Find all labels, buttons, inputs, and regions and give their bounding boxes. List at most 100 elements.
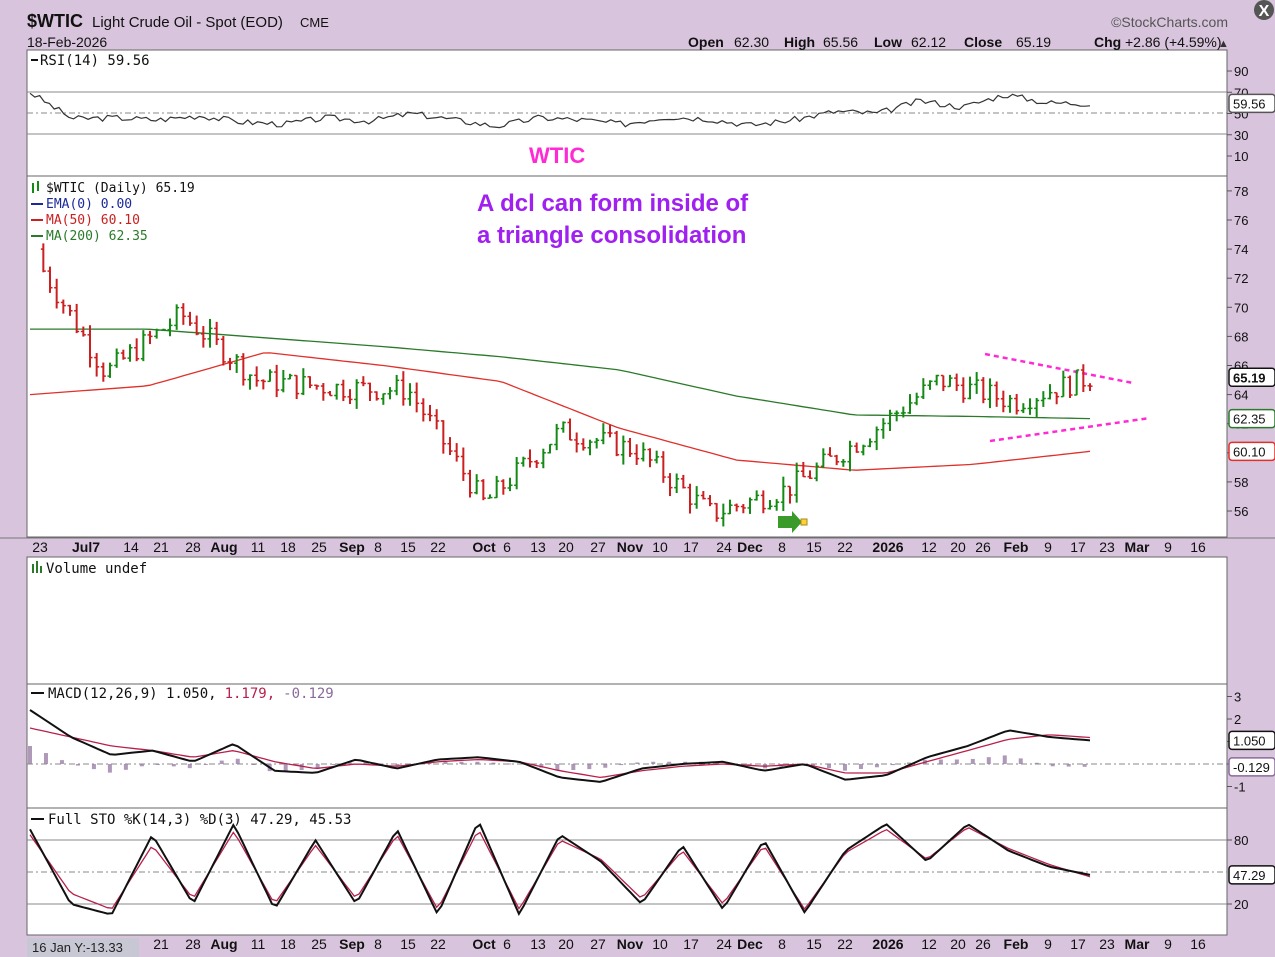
x-tick-label-bottom: 20 (950, 936, 966, 952)
x-tick-label: 17 (683, 539, 699, 555)
x-tick-label-bottom: 16 (1190, 936, 1206, 952)
macd-histogram-bar (91, 764, 96, 770)
macd-legend-a: MACD(12,26,9) 1.050, (48, 686, 217, 702)
macd-hist-tag: -0.129 (1233, 760, 1270, 775)
macd-histogram-bar (283, 764, 288, 772)
price-tick-label: 72 (1234, 271, 1248, 286)
x-tick-label: 25 (311, 539, 327, 555)
macd-histogram-bar (443, 761, 448, 764)
x-tick-label: Nov (617, 539, 644, 555)
x-tick-label: 23 (32, 539, 48, 555)
macd-hist-tag-box (1228, 757, 1275, 777)
green-arrow-icon (778, 511, 802, 533)
watermark: ©StockCharts.com (1111, 14, 1228, 30)
symbol: $WTIC (27, 11, 83, 31)
price-tick-label: 74 (1234, 242, 1248, 257)
macd-tick-label: 3 (1234, 690, 1241, 705)
x-tick-label-bottom: Nov (617, 936, 644, 952)
x-tick-label: 26 (975, 539, 991, 555)
exchange: CME (300, 15, 329, 30)
macd-histogram-bar (539, 764, 544, 768)
x-tick-label-bottom: 23 (1099, 936, 1115, 952)
macd-histogram-bar (651, 761, 656, 764)
x-tick-label-bottom: Dec (737, 936, 763, 952)
macd-histogram-bar (123, 764, 128, 770)
x-tick-label: 20 (950, 539, 966, 555)
ema-legend: EMA(0) 0.00 (46, 197, 132, 212)
macd-panel (26, 683, 1228, 809)
low-label: Low (874, 34, 902, 50)
low-value: 62.12 (911, 34, 946, 50)
macd-histogram-bar (155, 764, 160, 765)
macd-histogram-bar (587, 764, 592, 770)
x-tick-label-bottom: 8 (374, 936, 382, 952)
rsi-tick-label: 30 (1234, 128, 1248, 143)
ma200-tag: 62.35 (1233, 412, 1266, 427)
x-tick-label: 9 (1044, 539, 1052, 555)
macd-histogram-bar (1050, 764, 1055, 767)
open-label: Open (688, 34, 724, 50)
price-tick-label: 76 (1234, 213, 1248, 228)
rsi-line (29, 92, 1091, 129)
macd-histogram-bar (890, 764, 895, 766)
x-tick-label-bottom: Sep (339, 936, 365, 952)
high-value: 65.56 (823, 34, 858, 50)
x-tick-label: Feb (1004, 539, 1029, 555)
x-tick-label-bottom: 26 (975, 936, 991, 952)
macd-histogram-bar (395, 764, 400, 767)
rsi-tick-label: 90 (1234, 64, 1248, 79)
sto-tick-label: 20 (1234, 897, 1248, 912)
macd-legend-c: -0.129 (283, 686, 334, 702)
chg-label: Chg (1094, 34, 1121, 50)
macd-histogram-bar (1018, 758, 1023, 764)
close-tag-box (1228, 367, 1275, 388)
price-tick-label: 58 (1234, 475, 1248, 490)
x-tick-label: Mar (1125, 539, 1150, 555)
marker-square-icon (800, 518, 808, 526)
x-tick-label: Sep (339, 539, 365, 555)
x-tick-label-bottom: Mar (1125, 936, 1150, 952)
note-line-1: A dcl can form inside of (477, 190, 749, 217)
macd-histogram-bar (906, 762, 911, 764)
x-tick-label: 18 (280, 539, 296, 555)
x-tick-label: 8 (374, 539, 382, 555)
triangle-upper-line (984, 352, 1134, 385)
x-tick-label-bottom: 28 (185, 936, 201, 952)
x-tick-label: 6 (503, 539, 511, 555)
macd-histogram-bar (171, 764, 176, 767)
sto-tick-label: 80 (1234, 833, 1248, 848)
macd-histogram-bar (1066, 764, 1071, 767)
macd-histogram-bar (603, 764, 608, 768)
x-tick-label: 17 (1070, 539, 1086, 555)
close-icon[interactable] (1254, 0, 1274, 20)
chg-value: +2.86 (+4.59%) (1125, 34, 1222, 50)
macd-histogram-bar (235, 758, 240, 764)
x-tick-label-bottom: 8 (778, 936, 786, 952)
x-tick-label-bottom: Feb (1004, 936, 1029, 952)
x-tick-label: 14 (123, 539, 139, 555)
x-tick-label: 24 (716, 539, 732, 555)
x-tick-label-bottom: 9 (1164, 936, 1172, 952)
close-value: 65.19 (1016, 34, 1051, 50)
macd-histogram-bar (475, 761, 480, 764)
high-label: High (784, 34, 815, 50)
rsi-value-tag-box (1228, 93, 1275, 114)
macd-histogram-bar (219, 760, 224, 764)
macd-histogram-bar (491, 762, 496, 764)
x-tick-label: 13 (530, 539, 546, 555)
volume-panel (26, 556, 1228, 685)
price-tick-label: 70 (1234, 300, 1248, 315)
sto-k-line (29, 823, 1091, 916)
x-tick-label: 22 (837, 539, 853, 555)
x-tick-label-bottom: 25 (311, 936, 327, 952)
wtic-annotation: WTIC (529, 143, 585, 168)
macd-histogram-bar (59, 760, 64, 764)
open-value: 62.30 (734, 34, 769, 50)
x-tick-label-bottom: 17 (683, 936, 699, 952)
macd-line (29, 709, 1091, 783)
sto-legend: Full STO %K(14,3) %D(3) 47.29, 45.53 (48, 812, 351, 828)
x-tick-label-bottom: 2026 (872, 936, 903, 952)
macd-histogram-bar (1082, 764, 1087, 767)
close-chart-button[interactable]: X (1254, 0, 1274, 20)
x-tick-label: 27 (590, 539, 606, 555)
